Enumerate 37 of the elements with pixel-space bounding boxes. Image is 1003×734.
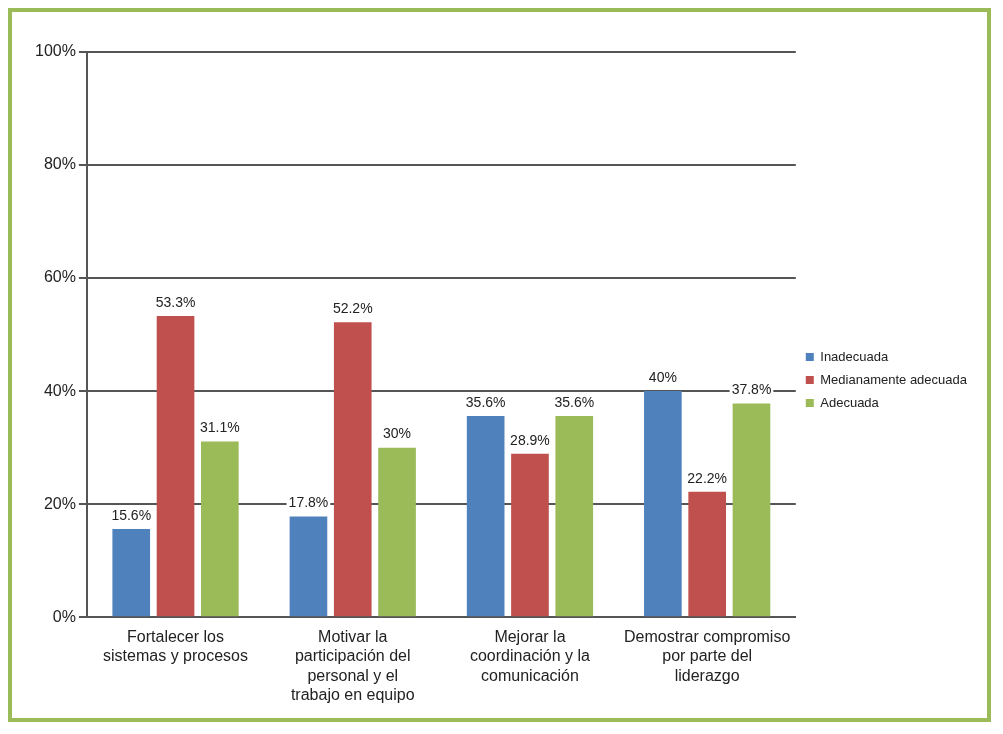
legend-label: Adecuada	[820, 394, 880, 410]
data-label: 15.6%	[111, 506, 152, 523]
data-label: 22.2%	[687, 469, 728, 486]
x-tick-label: Motivar la participación del personal y el trabajo en equipo	[290, 628, 415, 703]
data-label: 28.9%	[510, 431, 550, 448]
bar	[378, 447, 416, 617]
data-label: 31.1%	[199, 419, 240, 436]
y-tick-label: 80%	[43, 155, 76, 173]
y-tick-label: 60%	[43, 268, 76, 286]
bar	[289, 516, 328, 617]
bar	[112, 529, 151, 617]
bar	[732, 403, 771, 617]
bar	[555, 415, 594, 617]
y-tick-label: 100%	[35, 42, 76, 60]
legend-label: Medianamente adecuada	[820, 371, 968, 387]
data-label: 35.6%	[465, 393, 506, 410]
legend-label: Inadecuada	[820, 348, 889, 364]
y-tick-label: 40%	[43, 381, 76, 399]
data-label: 35.6%	[554, 393, 595, 410]
x-tick-label: Mejorar la coordinación y la comunicación	[469, 628, 591, 684]
data-label: 30%	[383, 425, 412, 442]
data-label: 52.2%	[332, 300, 373, 317]
bar	[201, 441, 239, 617]
bar	[688, 491, 726, 617]
data-label: 37.8%	[731, 381, 772, 398]
data-label: 40%	[648, 368, 677, 385]
bar	[156, 315, 195, 617]
bar	[333, 322, 372, 617]
x-tick-label: Demostrar compromiso por parte del liderazgo	[624, 628, 791, 684]
y-tick-label: 20%	[43, 494, 76, 512]
bar	[644, 391, 682, 617]
data-label: 17.8%	[288, 494, 329, 511]
x-tick-label: Fortalecer los sistemas y procesos	[103, 628, 248, 665]
y-tick-label: 0%	[52, 607, 76, 625]
bar	[511, 453, 549, 617]
bar	[466, 415, 505, 617]
data-label: 53.3%	[155, 293, 196, 310]
